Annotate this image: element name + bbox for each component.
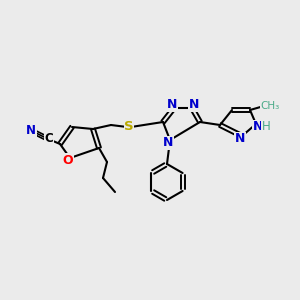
Text: C: C (45, 133, 53, 146)
Text: S: S (124, 121, 134, 134)
Text: N: N (26, 124, 36, 137)
Text: H: H (262, 121, 270, 134)
Text: N: N (167, 98, 177, 112)
Text: O: O (63, 154, 73, 166)
Text: N: N (253, 121, 263, 134)
Text: N: N (189, 98, 199, 112)
Text: N: N (235, 133, 245, 146)
Text: CH₃: CH₃ (260, 101, 280, 111)
Text: N: N (163, 136, 173, 149)
